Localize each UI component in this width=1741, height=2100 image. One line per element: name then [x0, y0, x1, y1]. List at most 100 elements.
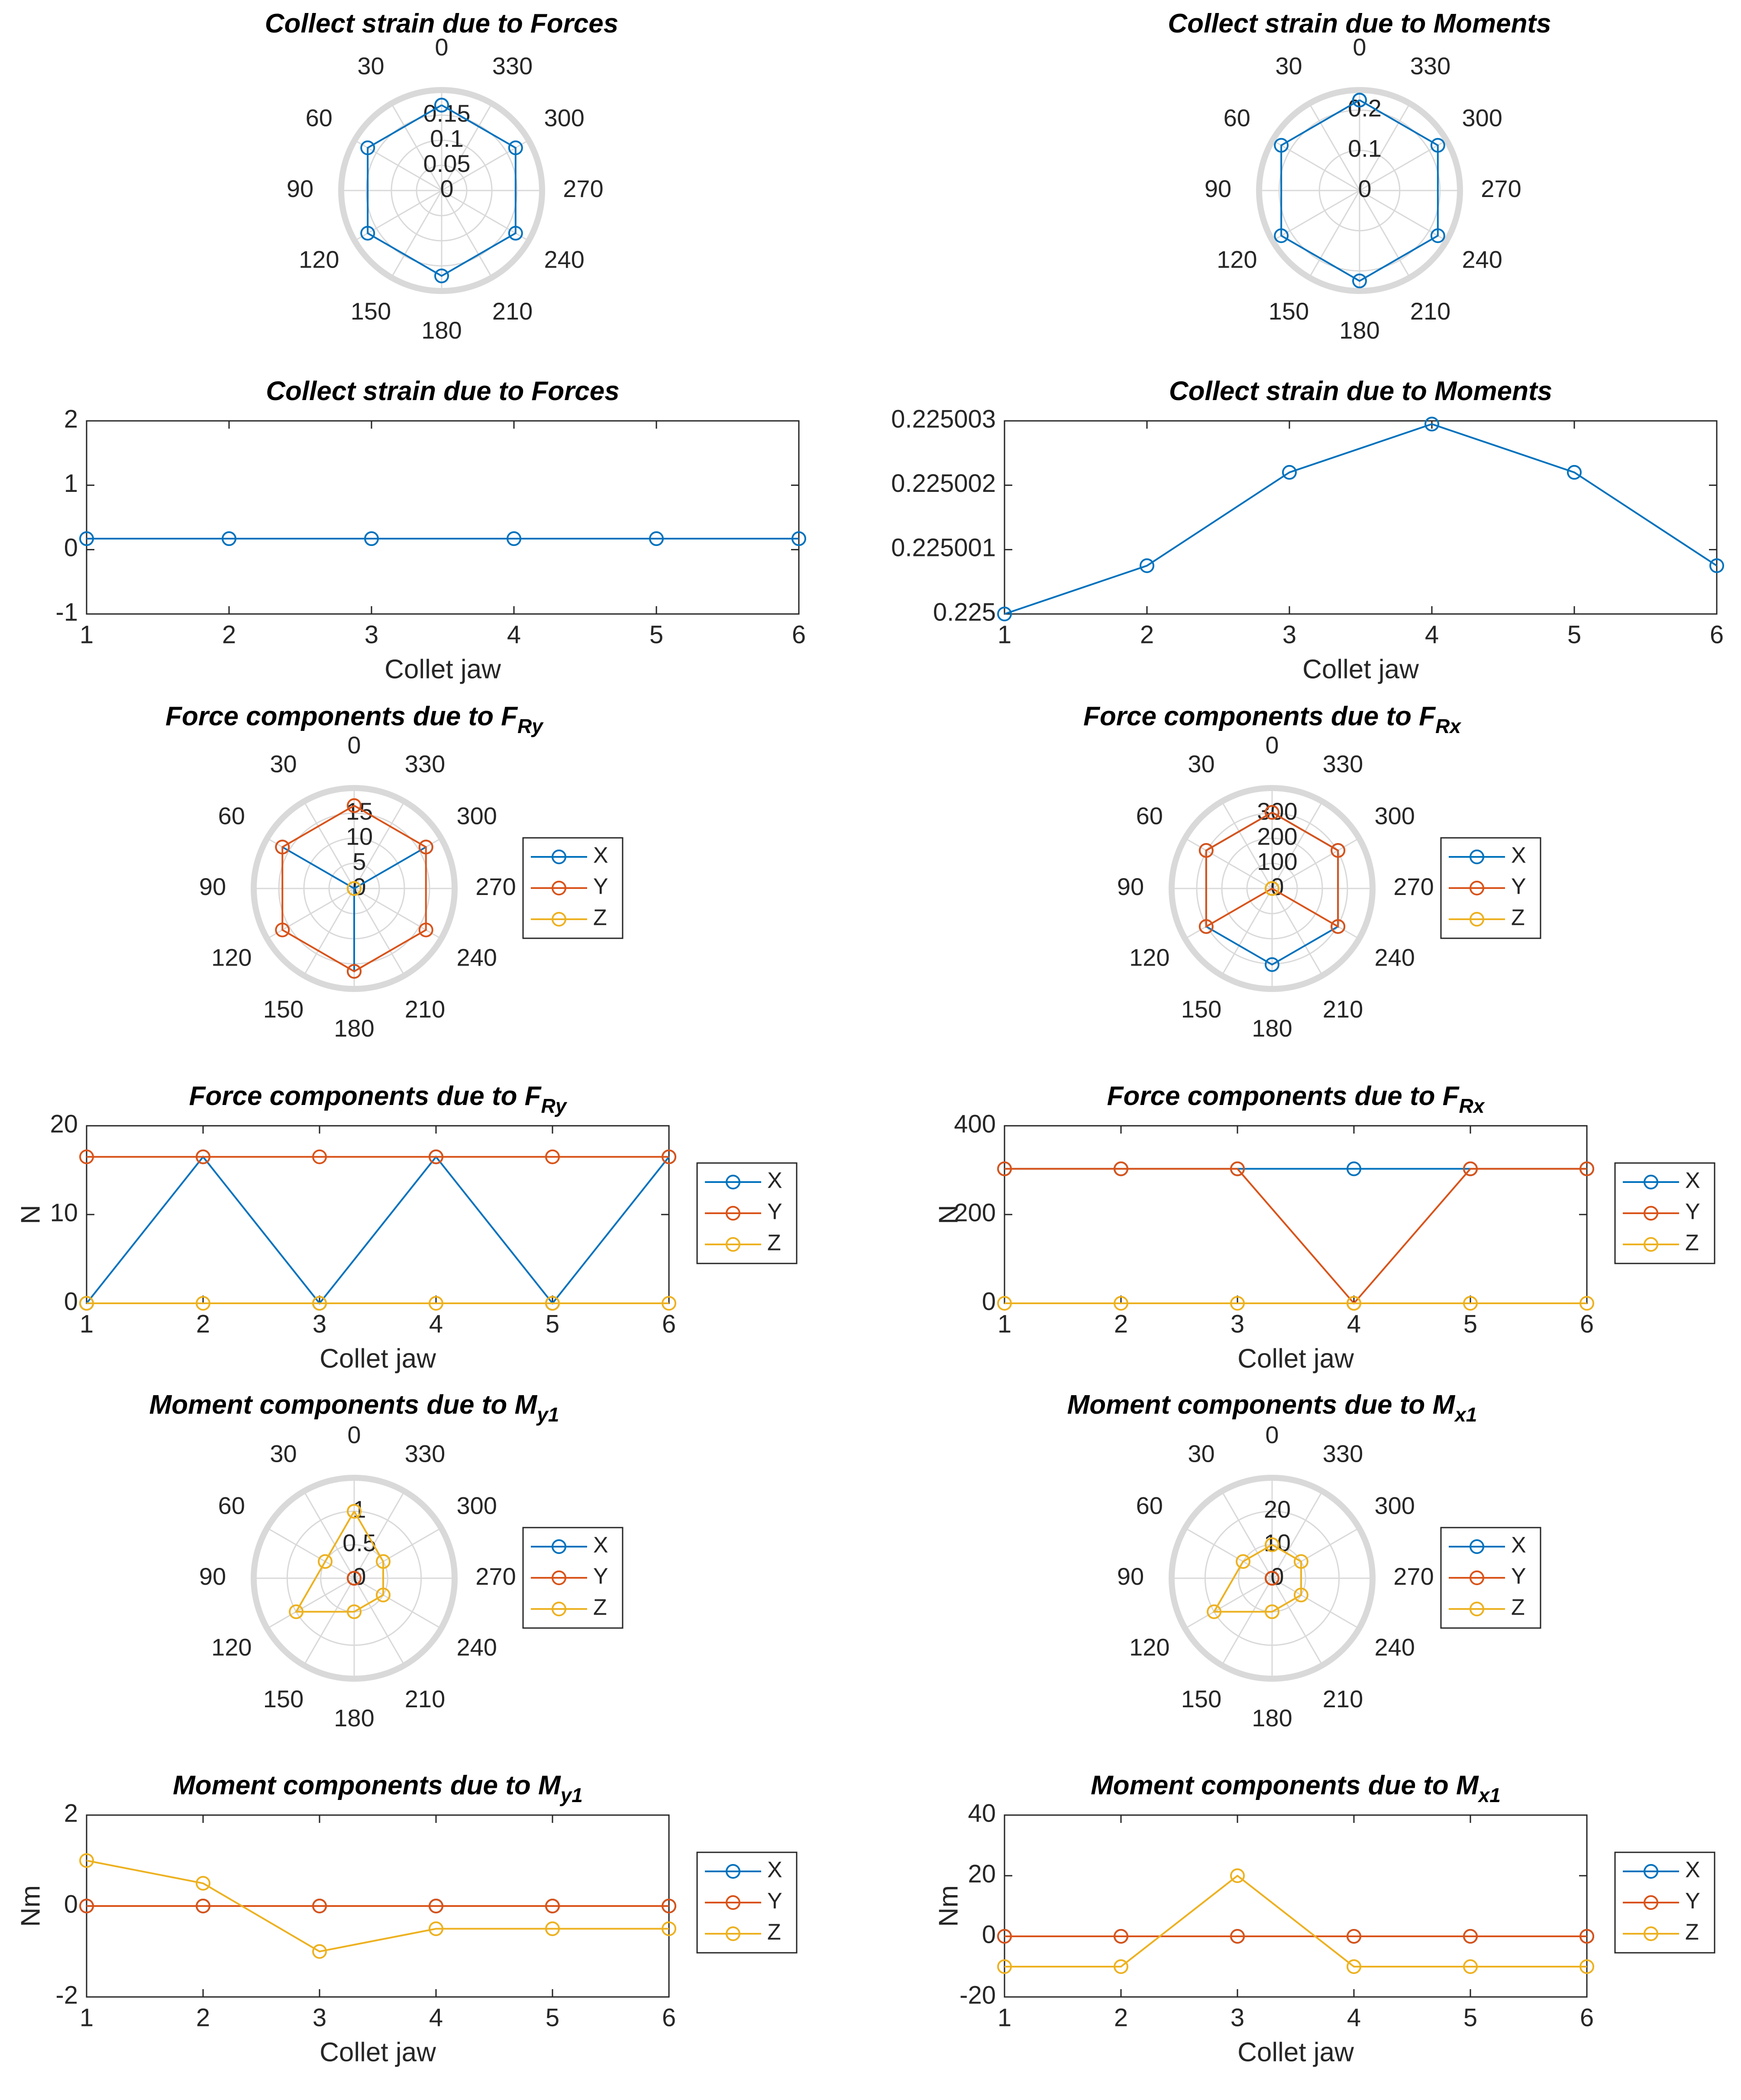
legend-swatch-marker — [1470, 850, 1484, 864]
polar-angle-label: 270 — [563, 175, 603, 202]
series-line-z — [86, 1860, 669, 1953]
y-tick-label: 0.225002 — [891, 469, 996, 498]
polar-data-point — [1274, 138, 1289, 153]
polar-angle-label: 180 — [334, 1014, 374, 1042]
data-point — [997, 1296, 1012, 1311]
plot-area-frame — [1004, 1125, 1588, 1304]
chart-title-text: Collect strain due to Moments — [1169, 376, 1552, 406]
legend-label-x: X — [593, 1533, 608, 1558]
y-axis-label: Nm — [16, 1885, 45, 1927]
data-point — [1114, 1296, 1128, 1311]
polar-grid-spoke — [267, 1527, 355, 1579]
x-axis-label: Collet jaw — [1237, 1344, 1354, 1373]
legend-label-y: Y — [767, 1199, 782, 1224]
polar-data-point — [275, 840, 290, 855]
polar-grid-spoke — [303, 1491, 355, 1579]
data-point — [1347, 1959, 1361, 1974]
data-point — [222, 531, 236, 546]
y-tick-label: 10 — [50, 1199, 78, 1227]
y-tick-label: 200 — [954, 1199, 996, 1227]
chart-title-subscript: Rx — [1459, 1095, 1486, 1117]
x-tick-label: 6 — [662, 2003, 676, 2032]
polar-angle-label: 0 — [1353, 33, 1366, 61]
x-tick-label: 6 — [1580, 2003, 1594, 2032]
polar-data-point — [347, 881, 362, 896]
polar-data-point — [1430, 138, 1445, 153]
x-tick-label: 6 — [1710, 620, 1724, 649]
x-axis-label: Collet jaw — [320, 1344, 436, 1373]
data-point — [364, 531, 379, 546]
data-point — [79, 1853, 94, 1868]
data-point — [1347, 1929, 1361, 1944]
legend-swatch-marker — [726, 1237, 740, 1252]
polar-data-point — [1352, 93, 1367, 108]
polar-angle-label: 90 — [1117, 1563, 1144, 1590]
y-tick-label: -20 — [959, 1981, 996, 2009]
chart-title-text: Collect strain due to Moments — [1168, 9, 1551, 39]
legend-swatch-marker — [726, 1206, 740, 1221]
x-tick-label: 2 — [196, 1310, 210, 1338]
chart-title-text: Moment components due to M — [173, 1770, 561, 1800]
chart-title: Force components due to FRx — [1107, 1081, 1486, 1117]
polar-grid-spoke — [353, 1578, 405, 1666]
y-tick-label: 0 — [64, 1287, 78, 1315]
legend-label-z: Z — [767, 1920, 781, 1945]
legend-label-z: Z — [767, 1231, 781, 1256]
data-point — [545, 1149, 560, 1164]
polar-chart-polar_forces: Collect strain due to Forces033030027024… — [265, 9, 619, 344]
polar-angle-label: 120 — [1129, 1633, 1169, 1661]
polar-grid-spoke — [267, 1577, 355, 1629]
polar-angle-label: 60 — [1136, 1492, 1163, 1519]
legend-swatch-marker — [552, 912, 566, 927]
data-point — [662, 1921, 676, 1936]
data-point — [79, 1296, 94, 1311]
polar-angle-label: 150 — [1181, 1685, 1221, 1712]
legend-swatch-marker — [552, 850, 566, 864]
polar-grid-spoke — [1308, 103, 1360, 191]
polar-radius-label: 10 — [346, 823, 373, 850]
polar-angle-label: 120 — [1217, 246, 1257, 273]
polar-grid-spoke — [354, 139, 442, 191]
line-chart-line_my1: Moment components due to My1 1 2 3 4 5 6 -2 0 2 Co… — [16, 1770, 798, 2067]
polar-grid-spoke — [1271, 1578, 1323, 1666]
polar-data-point — [1236, 1554, 1251, 1569]
polar-grid-spoke — [1185, 837, 1273, 889]
data-point — [662, 1149, 676, 1164]
data-point — [429, 1149, 443, 1164]
polar-data-point — [347, 1604, 362, 1619]
x-tick-label: 2 — [222, 620, 236, 649]
x-tick-label: 3 — [1231, 2003, 1244, 2032]
x-tick-label: 2 — [196, 2003, 210, 2032]
polar-data-point — [1265, 881, 1279, 896]
polar-data-point — [1265, 957, 1279, 972]
polar-grid-spoke — [267, 888, 355, 940]
legend-swatch-marker — [726, 1895, 740, 1910]
polar-radius-label: 0 — [440, 175, 453, 202]
data-point — [79, 1899, 94, 1913]
legend-label-y: Y — [593, 1564, 608, 1589]
polar-angle-label: 180 — [1339, 317, 1379, 344]
data-point — [312, 1899, 327, 1913]
polar-data-point — [1265, 1571, 1279, 1586]
line-chart-line_moments: Collect strain due to Moments 1 2 3 4 5 6 0.225… — [891, 376, 1724, 684]
polar-angle-label: 120 — [211, 943, 252, 971]
data-point — [196, 1149, 210, 1164]
chart-title: Force components due to FRx — [1083, 701, 1462, 737]
legend-swatch-marker — [1644, 1895, 1658, 1910]
chart-title: Collect strain due to Forces — [265, 9, 619, 39]
polar-grid-spoke — [1272, 837, 1360, 889]
data-point — [1114, 1161, 1128, 1176]
legend-label-z: Z — [1511, 1595, 1525, 1620]
polar-radius-label: 0.15 — [423, 100, 471, 127]
polar-angle-label: 210 — [405, 1685, 445, 1712]
legend-swatch-marker — [726, 1175, 740, 1189]
chart-title-text: Moment components due to M — [1067, 1390, 1456, 1420]
chart-title: Force components due to FRy — [189, 1081, 568, 1117]
polar-radius-label: 100 — [1257, 848, 1297, 875]
x-tick-label: 1 — [80, 2003, 94, 2032]
x-tick-label: 5 — [1463, 2003, 1477, 2032]
polar-grid-spoke — [1272, 1527, 1360, 1579]
data-point — [312, 1944, 327, 1959]
polar-grid-spoke — [1221, 1578, 1273, 1666]
polar-angle-label: 330 — [1323, 750, 1363, 778]
